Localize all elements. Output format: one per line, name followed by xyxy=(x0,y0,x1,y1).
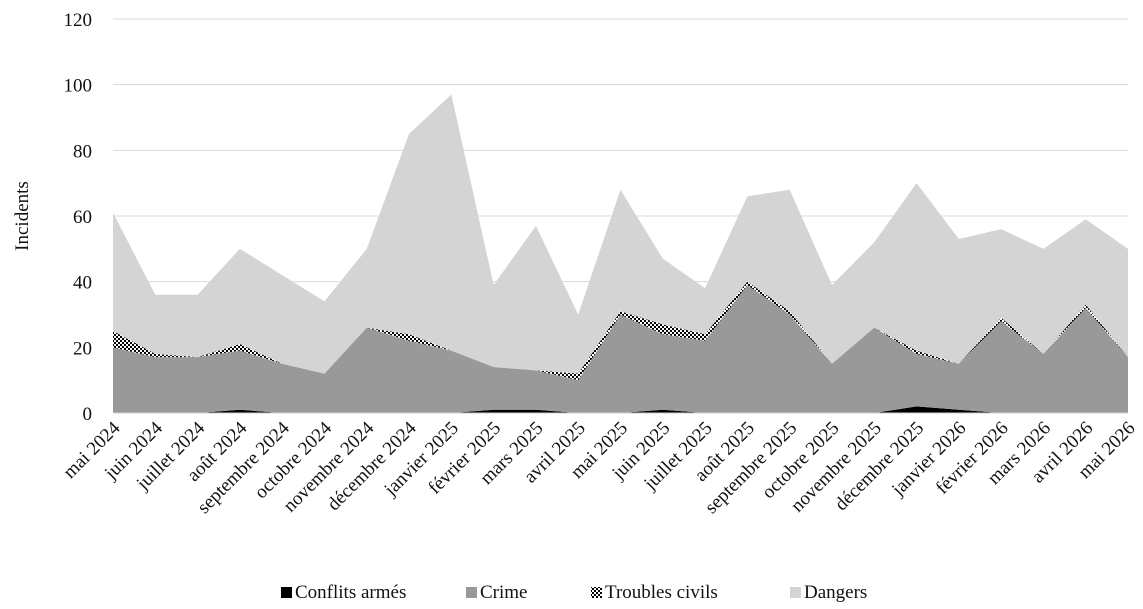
legend-label: Troubles civils xyxy=(605,582,718,603)
legend-label: Conflits armés xyxy=(295,582,406,603)
y-tick-label: 60 xyxy=(73,207,92,228)
y-tick-label: 120 xyxy=(64,10,93,31)
y-tick-label: 20 xyxy=(73,338,92,359)
y-axis-ticks: 0 20 40 60 80 100 120 xyxy=(64,10,93,425)
legend-swatch xyxy=(281,587,292,598)
y-tick-label: 100 xyxy=(64,76,93,97)
legend-swatch xyxy=(790,587,801,598)
area-series-2 xyxy=(113,284,1128,413)
area-series-group xyxy=(113,94,1128,413)
y-axis-title: Incidents xyxy=(12,181,33,251)
legend-label: Dangers xyxy=(804,582,867,603)
legend-swatch xyxy=(591,587,602,598)
y-tick-label: 0 xyxy=(83,404,93,425)
area-series-1 xyxy=(113,406,1128,413)
legend-swatch xyxy=(466,587,477,598)
legend: Conflits armés Crime Troubles civils Danger… xyxy=(281,582,867,603)
area-series-4 xyxy=(113,94,1128,374)
legend-label: Crime xyxy=(480,582,528,603)
y-tick-label: 40 xyxy=(73,273,92,294)
y-tick-label: 80 xyxy=(73,141,92,162)
